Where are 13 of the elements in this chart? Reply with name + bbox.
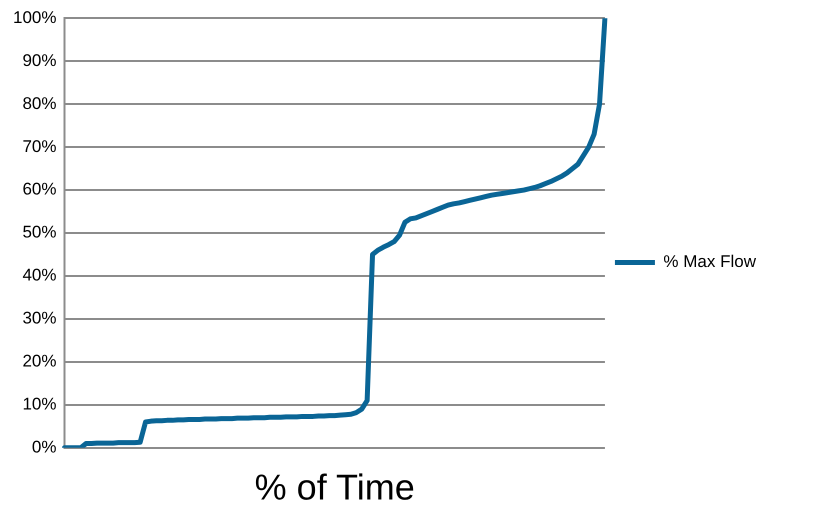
y-tick-label: 70% bbox=[22, 136, 56, 156]
y-tick-label: 20% bbox=[22, 352, 56, 371]
y-tick-label: 10% bbox=[22, 394, 56, 414]
y-tick-label: 40% bbox=[22, 266, 56, 285]
y-tick-label: 80% bbox=[22, 94, 56, 113]
x-axis-title: % of Time bbox=[254, 466, 415, 508]
legend-label: % Max Flow bbox=[663, 252, 757, 272]
y-tick-label: 90% bbox=[22, 50, 56, 70]
y-tick-label: 60% bbox=[22, 180, 56, 199]
y-tick-label: 100% bbox=[12, 8, 56, 27]
y-tick-label: 30% bbox=[22, 308, 56, 328]
y-tick-label: 50% bbox=[22, 222, 56, 242]
y-tick-label: 0% bbox=[32, 437, 56, 456]
